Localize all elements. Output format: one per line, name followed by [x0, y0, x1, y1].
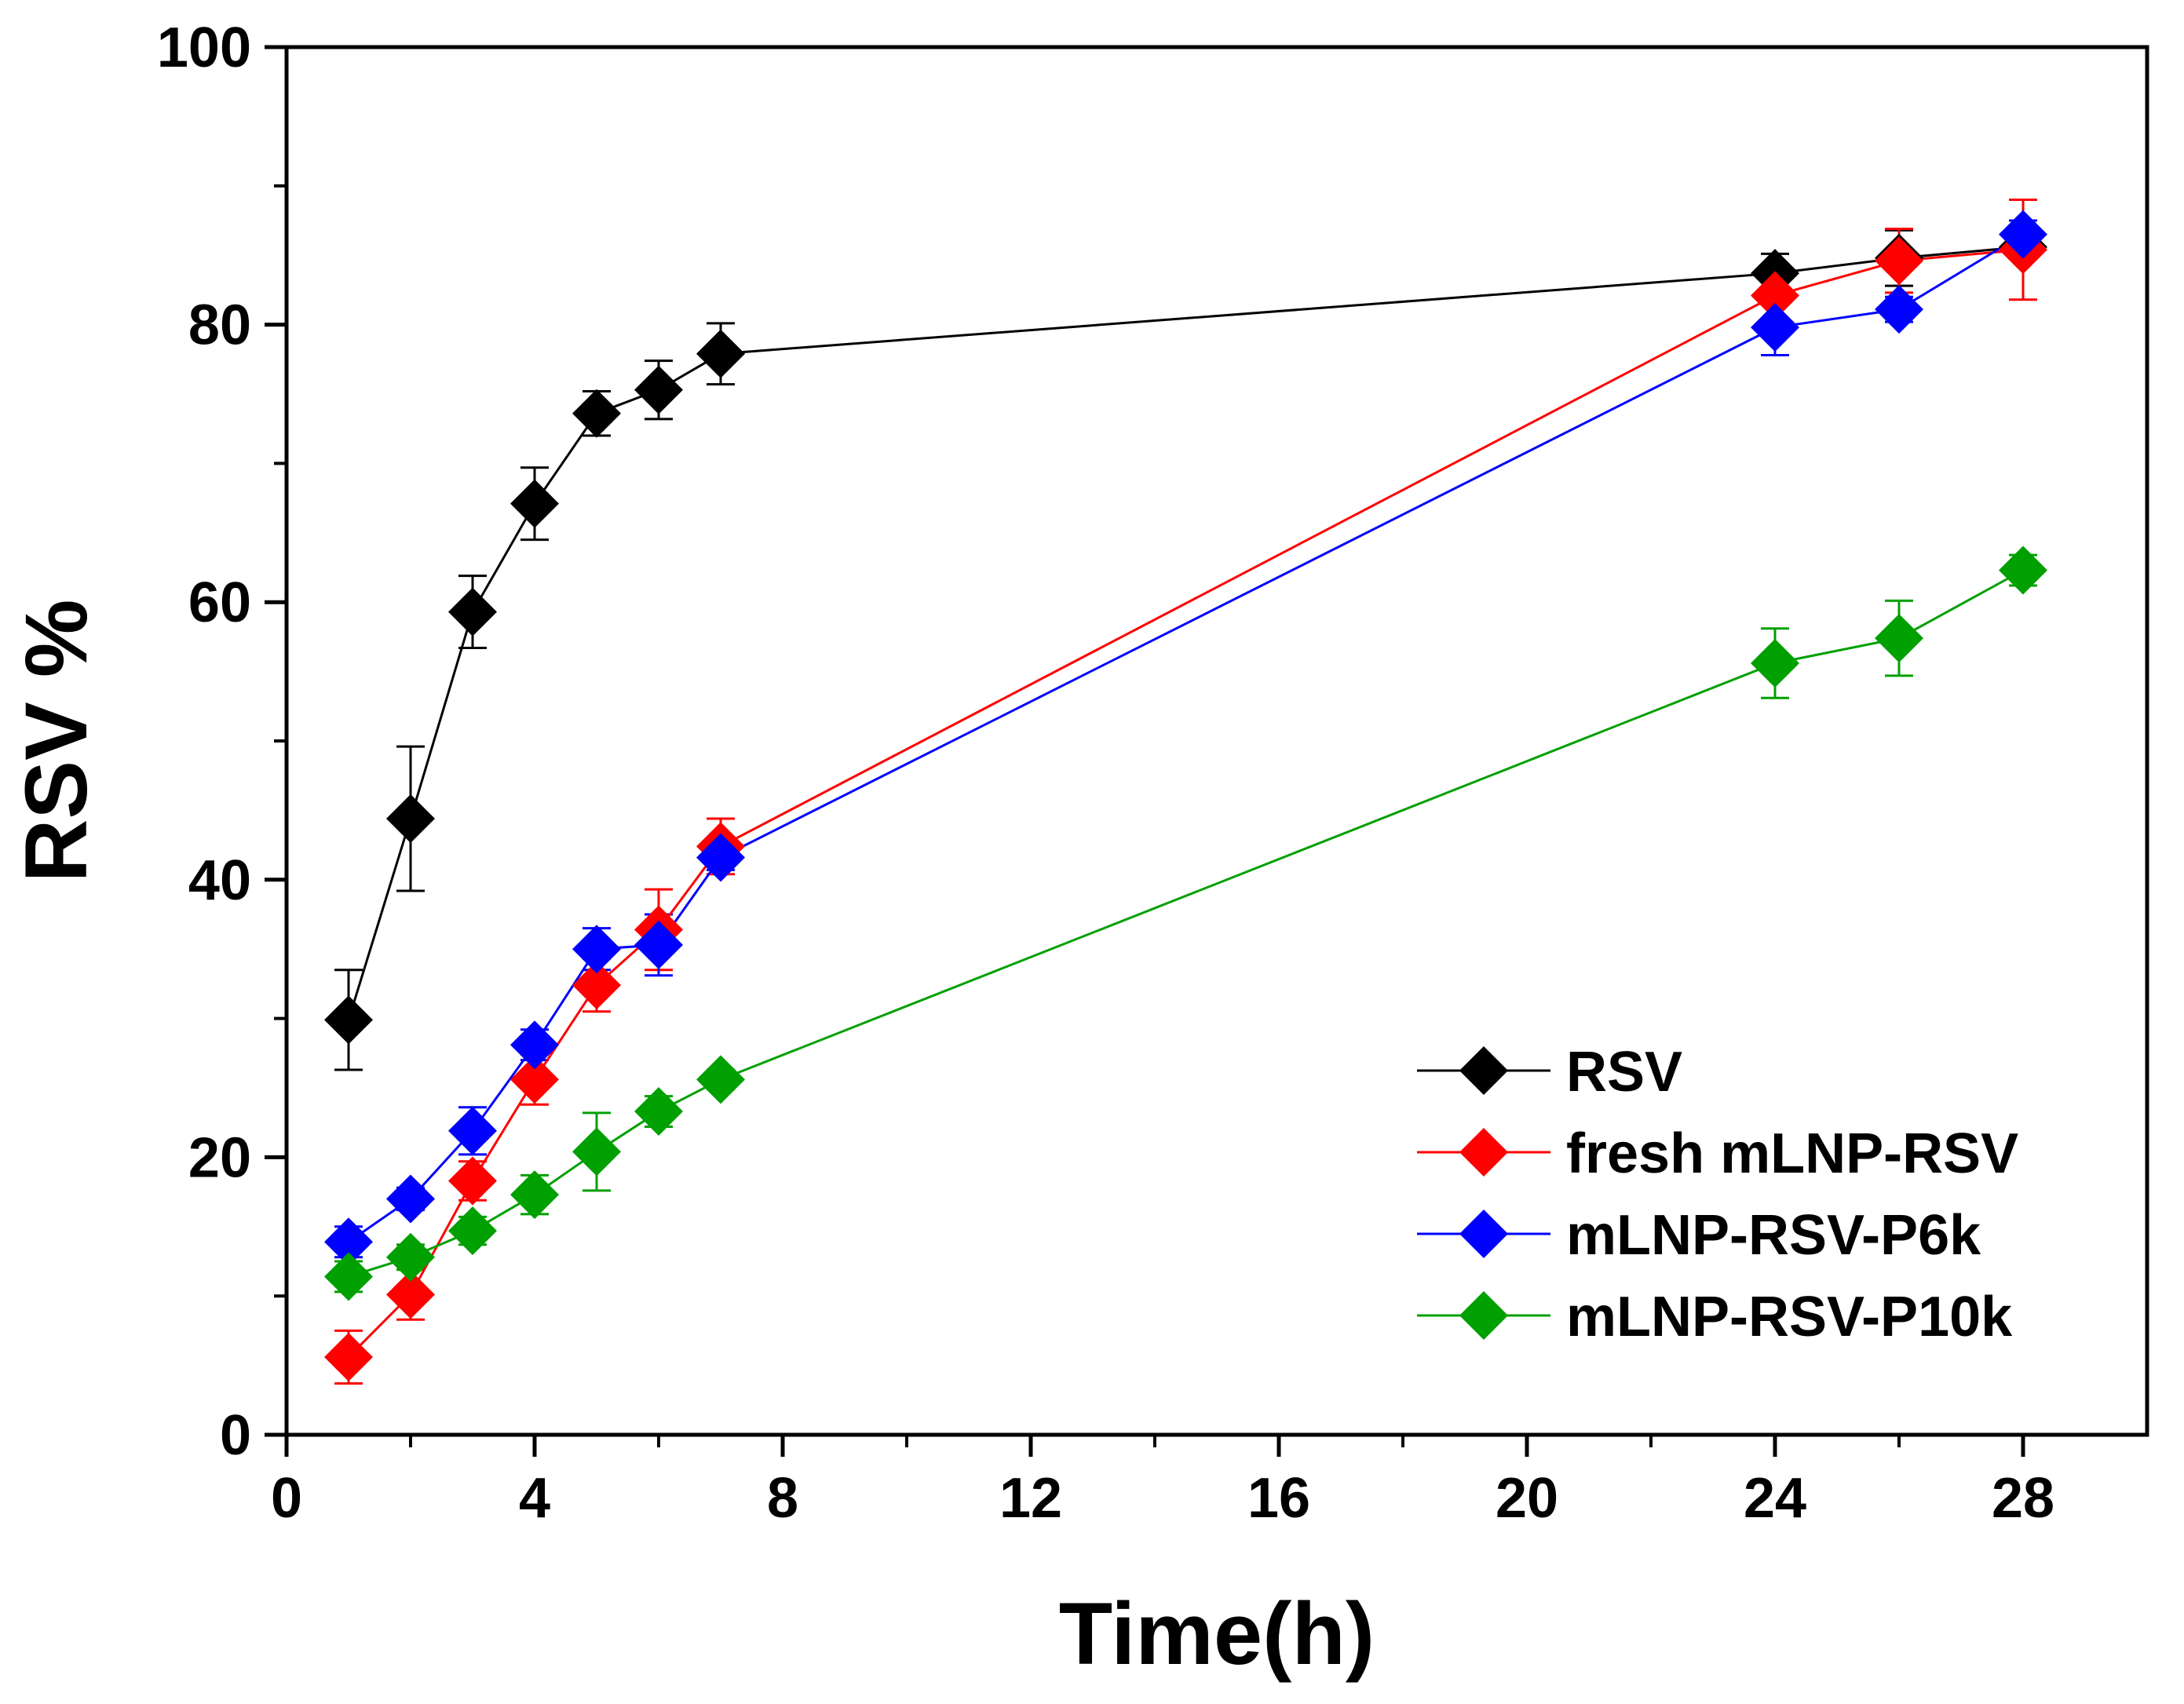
legend-marker: [1459, 1128, 1508, 1177]
data-point-rsv: [386, 794, 435, 844]
data-point-fresh-mlnp-rsv: [510, 1055, 559, 1104]
x-tick-label: 28: [1992, 1467, 2054, 1530]
series-line-mlnp-rsv-p6k: [348, 233, 2024, 1243]
series-line-mlnp-rsv-p10k: [348, 569, 2024, 1278]
data-point-rsv: [448, 587, 497, 637]
data-point-mlnp-rsv-p10k: [448, 1206, 497, 1256]
legend-label: RSV: [1566, 1041, 1682, 1104]
data-point-rsv: [696, 329, 745, 378]
legend-item-fresh-mlnp-rsv: fresh mLNP-RSV: [1417, 1122, 2018, 1185]
data-point-rsv: [510, 479, 559, 528]
series-line-rsv: [347, 246, 2024, 1020]
y-axis-title: RSV %: [7, 600, 105, 883]
legend-label: mLNP-RSV-P10k: [1566, 1286, 2013, 1348]
x-tick-label: 16: [1247, 1467, 1310, 1530]
data-point-fresh-mlnp-rsv: [572, 961, 621, 1010]
legend-marker: [1459, 1210, 1508, 1258]
data-point-mlnp-rsv-p10k: [386, 1232, 435, 1282]
series-line-fresh-mlnp-rsv: [347, 248, 2024, 1359]
x-tick-label: 20: [1496, 1467, 1558, 1530]
data-point-mlnp-rsv-p6k: [386, 1174, 435, 1224]
data-point-rsv: [634, 365, 683, 414]
data-point-mlnp-rsv-p6k: [1875, 285, 1923, 334]
series-lines: [347, 233, 2024, 1359]
data-point-fresh-mlnp-rsv: [324, 1332, 373, 1381]
data-point-mlnp-rsv-p10k: [324, 1252, 373, 1301]
data-point-mlnp-rsv-p6k: [324, 1217, 373, 1267]
data-point-mlnp-rsv-p10k: [1875, 614, 1923, 663]
legend-label: mLNP-RSV-P6k: [1566, 1204, 1981, 1267]
y-tick-label: 80: [188, 294, 251, 357]
data-point-mlnp-rsv-p10k: [1999, 545, 2047, 595]
data-point-fresh-mlnp-rsv: [1751, 271, 1799, 320]
data-point-mlnp-rsv-p6k: [634, 920, 683, 969]
data-point-fresh-mlnp-rsv: [386, 1270, 435, 1319]
data-point-mlnp-rsv-p10k: [696, 1055, 745, 1104]
y-tick-label: 100: [157, 16, 251, 79]
legend-label: fresh mLNP-RSV: [1566, 1122, 2018, 1185]
x-tick-label: 24: [1744, 1467, 1806, 1530]
data-point-mlnp-rsv-p6k: [510, 1020, 559, 1070]
legend-marker: [1459, 1046, 1508, 1095]
x-tick-label: 0: [271, 1467, 302, 1530]
legend-item-mlnp-rsv-p10k: mLNP-RSV-P10k: [1417, 1286, 2013, 1348]
x-tick-label: 4: [519, 1467, 550, 1530]
series-markers: [324, 210, 2047, 1381]
data-point-mlnp-rsv-p10k: [510, 1170, 559, 1220]
data-point-fresh-mlnp-rsv: [448, 1156, 497, 1206]
x-tick-label: 8: [767, 1467, 798, 1530]
data-point-mlnp-rsv-p6k: [1751, 303, 1799, 352]
data-point-mlnp-rsv-p10k: [1751, 638, 1799, 688]
data-point-rsv: [324, 995, 373, 1045]
data-point-mlnp-rsv-p6k: [572, 925, 621, 974]
legend-item-rsv: RSV: [1417, 1041, 1682, 1104]
data-point-mlnp-rsv-p10k: [572, 1127, 621, 1177]
data-point-mlnp-rsv-p6k: [448, 1106, 497, 1155]
data-point-mlnp-rsv-p6k: [1999, 210, 2047, 259]
legend: RSV fresh mLNP-RSV mLNP-RSV-P6k mLNP-RSV-P1…: [1417, 1041, 2018, 1348]
y-tick-label: 0: [220, 1404, 251, 1467]
data-point-rsv: [572, 389, 621, 438]
data-point-fresh-mlnp-rsv: [1875, 236, 1923, 286]
x-tick-label: 12: [999, 1467, 1062, 1530]
x-axis-title: Time(h): [1059, 1585, 1375, 1683]
y-tick-label: 40: [188, 849, 251, 912]
data-point-mlnp-rsv-p6k: [696, 833, 745, 882]
legend-item-mlnp-rsv-p6k: mLNP-RSV-P6k: [1417, 1204, 1981, 1267]
data-point-mlnp-rsv-p10k: [634, 1087, 683, 1137]
axes: 0 4 8 12 16 20 24 28 0 20 40 60 80 100: [157, 16, 2054, 1530]
y-tick-label: 20: [188, 1126, 251, 1189]
y-tick-label: 60: [188, 571, 251, 634]
legend-marker: [1459, 1291, 1508, 1340]
